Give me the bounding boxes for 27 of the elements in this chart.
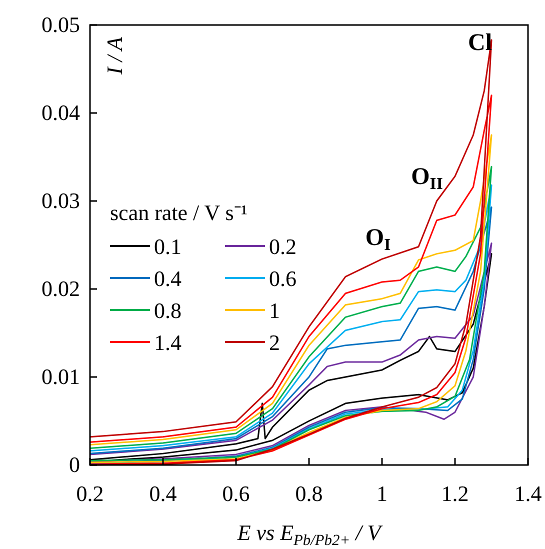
y-tick-label: 0 [69,452,80,477]
x-axis-title: E vs E$_{Pb/Pb2+}$ / V [236,520,384,548]
legend-label: 1.4 [154,330,182,355]
x-tick-label: 0.4 [149,481,177,506]
x-tick-label: 1.4 [514,481,542,506]
legend-label: 0.6 [269,266,296,291]
y-tick-label: 0.03 [42,188,80,213]
legend-label: 0.8 [154,298,182,323]
y-tick-label: 0.02 [42,276,80,301]
legend-title: scan rate / V s⁻¹ [110,200,248,225]
y-axis-title: I / A [102,36,127,76]
annotation: Cl [468,30,492,56]
x-tick-label: 0.2 [76,481,104,506]
legend-label: 1 [269,298,280,323]
annotation: O$_{II}$ [411,164,443,194]
y-tick-label: 0.04 [42,100,80,125]
x-tick-label: 1.2 [441,481,469,506]
legend-label: 0.2 [269,234,296,259]
annotation: O$_{I}$ [365,225,391,254]
legend-label: 0.4 [154,266,182,291]
legend-label: 0.1 [154,234,182,259]
x-tick-label: 0.8 [295,481,323,506]
y-tick-label: 0.01 [42,364,80,389]
x-tick-label: 0.6 [222,481,250,506]
y-tick-label: 0.05 [42,12,80,37]
x-tick-label: 1 [376,481,388,506]
legend-label: 2 [269,330,280,355]
